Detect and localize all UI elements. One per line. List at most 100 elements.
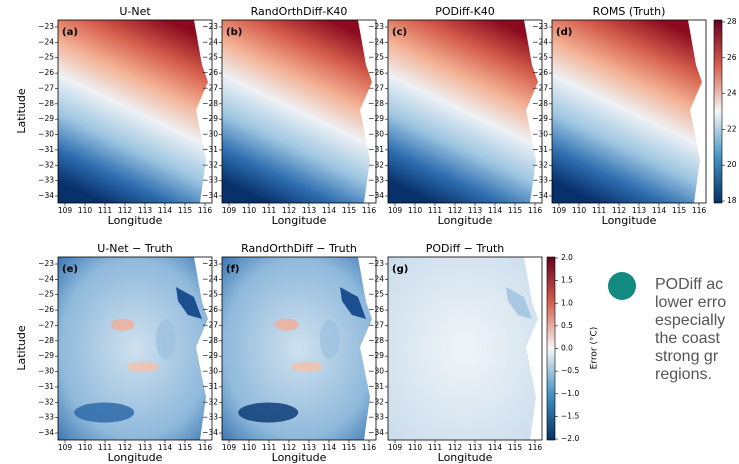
x-axis-label: Longitude [602, 214, 657, 227]
y-tick-label: −28 [368, 99, 384, 108]
x-tick-label: 115 [508, 206, 523, 215]
land [358, 257, 376, 440]
x-tick-label: 114 [652, 206, 667, 215]
x-axis-label: Longitude [108, 214, 163, 227]
x-tick-label: 112 [612, 206, 627, 215]
x-tick-label: 116 [362, 206, 377, 215]
y-tick-label: −31 [38, 382, 54, 391]
x-tick-label: 115 [342, 443, 357, 452]
y-tick-label: −27 [368, 320, 384, 329]
x-tick-label: 114 [322, 443, 337, 452]
y-tick-label: −23 [202, 259, 218, 268]
colorbar-tick-label: 2.0 [561, 253, 573, 262]
heatmap [58, 20, 212, 203]
panel-letter: (c) [392, 27, 407, 38]
x-tick-label: 115 [672, 206, 687, 215]
land [688, 20, 706, 203]
colorbar-tick-label: −1.0 [561, 389, 579, 398]
y-tick-label: −30 [532, 130, 548, 139]
x-axis-label: Longitude [438, 451, 493, 464]
heatmap [388, 257, 542, 440]
x-tick-label: 116 [692, 206, 707, 215]
x-tick-label: 113 [632, 206, 647, 215]
colorbar-tick-label: 28 [727, 17, 737, 26]
x-tick-label: 110 [78, 443, 93, 452]
x-tick-label: 111 [98, 206, 113, 215]
x-tick-label: 116 [362, 443, 377, 452]
y-tick-label: −27 [532, 83, 548, 92]
bullet-text: strong gr [655, 348, 719, 365]
y-tick-label: −29 [532, 114, 548, 123]
y-tick-label: −23 [202, 22, 218, 31]
colorbar [546, 256, 556, 441]
x-tick-label: 112 [448, 443, 463, 452]
colorbar-tick-label: 1.5 [561, 276, 573, 285]
y-tick-label: −34 [532, 191, 548, 200]
panel-letter: (g) [392, 264, 408, 275]
y-tick-label: −25 [202, 290, 218, 299]
panel-frame [387, 19, 543, 204]
x-tick-label: 109 [388, 443, 403, 452]
y-tick-label: −31 [368, 145, 384, 154]
y-tick-label: −27 [38, 320, 54, 329]
panel-title: RandOrthDiff − Truth [241, 242, 357, 255]
heatmap [222, 20, 376, 203]
panel-title: PODiff − Truth [426, 242, 505, 255]
y-tick-label: −26 [368, 305, 384, 314]
x-tick-label: 110 [78, 206, 93, 215]
error-patch [155, 319, 176, 360]
x-axis-label: Longitude [108, 451, 163, 464]
x-tick-label: 112 [282, 206, 297, 215]
y-tick-label: −29 [38, 351, 54, 360]
colorbar [713, 19, 723, 204]
bullet-text: regions. [655, 366, 712, 383]
y-tick-label: −32 [532, 160, 548, 169]
coast-anomaly [506, 287, 532, 319]
y-tick-label: −34 [368, 191, 384, 200]
y-tick-label: −26 [532, 68, 548, 77]
bullet-text: the coast [655, 330, 720, 347]
x-tick-label: 111 [98, 443, 113, 452]
colorbar-tick-label: 22 [727, 124, 737, 133]
colorbar-tick-label: 0.0 [561, 344, 573, 353]
x-tick-label: 114 [158, 443, 173, 452]
x-tick-label: 111 [428, 206, 443, 215]
y-tick-label: −30 [368, 367, 384, 376]
y-tick-label: −30 [202, 130, 218, 139]
x-tick-label: 109 [222, 443, 237, 452]
error-patch [238, 402, 299, 423]
colorbar-tick-label: 18 [727, 196, 737, 205]
land [524, 257, 542, 440]
panel-letter: (a) [62, 27, 78, 38]
x-tick-label: 109 [222, 206, 237, 215]
y-tick-label: −26 [202, 68, 218, 77]
panel-title: PODiff-K40 [435, 5, 495, 18]
panel-letter: (e) [62, 264, 78, 275]
x-tick-label: 115 [508, 443, 523, 452]
x-tick-label: 115 [178, 443, 193, 452]
colorbar-tick-label: 0.5 [561, 321, 573, 330]
coast-anomaly [176, 287, 202, 319]
x-tick-label: 112 [118, 443, 133, 452]
x-tick-label: 113 [468, 443, 483, 452]
y-tick-label: −24 [38, 37, 54, 46]
land [524, 20, 542, 203]
y-tick-label: −26 [368, 68, 384, 77]
y-tick-label: −27 [368, 83, 384, 92]
y-tick-label: −28 [38, 99, 54, 108]
panel-frame [551, 19, 707, 204]
y-tick-label: −32 [202, 160, 218, 169]
y-tick-label: −32 [38, 160, 54, 169]
y-tick-label: −33 [38, 413, 54, 422]
colorbar-tick-label: −2.0 [561, 434, 579, 443]
y-tick-label: −23 [532, 22, 548, 31]
error-patch [274, 318, 299, 331]
y-tick-label: −31 [38, 145, 54, 154]
y-tick-label: −24 [368, 37, 384, 46]
x-axis-label: Longitude [438, 214, 493, 227]
panel-frame [387, 256, 543, 441]
y-tick-label: −27 [202, 83, 218, 92]
colorbar-tick-label: 26 [727, 53, 737, 62]
x-tick-label: 110 [408, 206, 423, 215]
